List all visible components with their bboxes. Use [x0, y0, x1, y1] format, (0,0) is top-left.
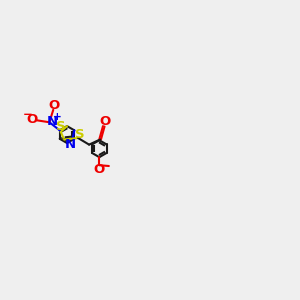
Text: O: O: [94, 164, 105, 176]
Text: O: O: [26, 113, 38, 126]
Text: S: S: [75, 128, 85, 141]
Text: +: +: [53, 112, 62, 122]
Text: O: O: [99, 115, 110, 128]
Text: S: S: [56, 120, 65, 133]
Text: N: N: [65, 138, 76, 151]
Text: O: O: [48, 99, 60, 112]
Text: −: −: [22, 108, 32, 121]
Text: N: N: [47, 115, 58, 128]
